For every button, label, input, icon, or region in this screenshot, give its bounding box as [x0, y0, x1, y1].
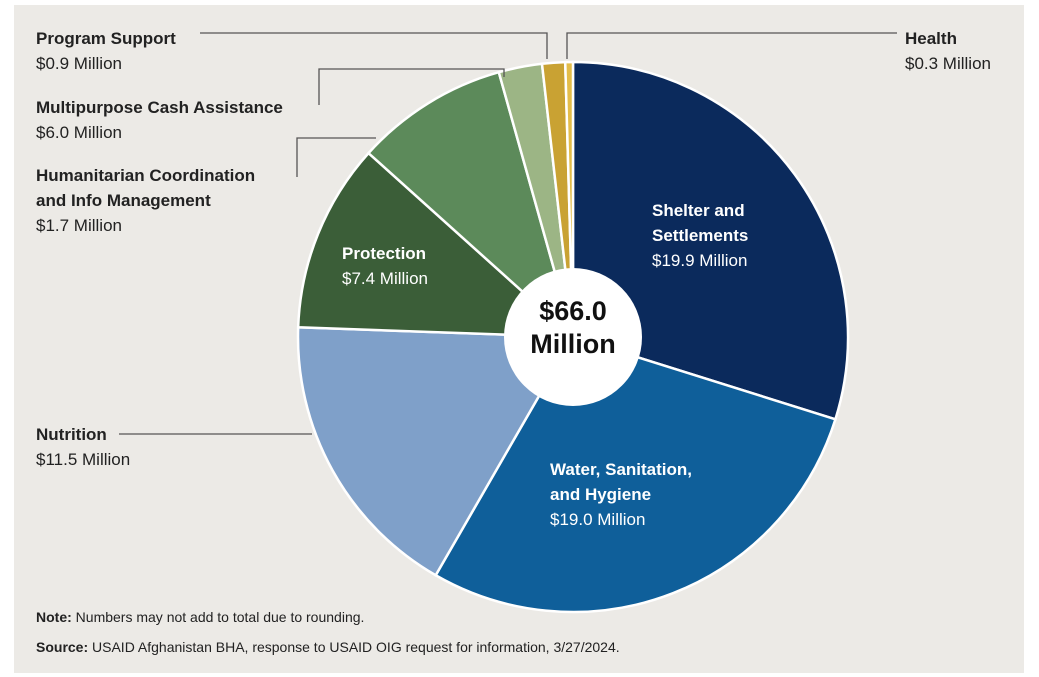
pie-chart — [119, 32, 897, 614]
label-shelter: Shelter and Settlements $19.9 Million — [652, 198, 748, 273]
label-shelter-name-line1: Shelter and — [652, 201, 745, 220]
label-health-name: Health — [905, 29, 957, 48]
leader-line-health — [566, 32, 897, 59]
center-total-label: $66.0 Million — [503, 295, 643, 361]
label-wash: Water, Sanitation, and Hygiene $19.0 Mil… — [550, 457, 692, 532]
label-wash-name-line1: Water, Sanitation, — [550, 460, 693, 479]
label-shelter-value: $19.9 Million — [652, 251, 748, 270]
label-multipurpose-cash-name: Multipurpose Cash Assistance — [36, 98, 283, 117]
pie-slice-shelter-and-settlements — [571, 60, 850, 421]
pie-slice-protection — [296, 151, 577, 339]
label-protection-value: $7.4 Million — [342, 269, 428, 288]
footnote-note-text: Numbers may not add to total due to roun… — [71, 609, 365, 625]
label-health-value: $0.3 Million — [905, 54, 991, 73]
label-nutrition-value: $11.5 Million — [36, 450, 131, 469]
leader-line-multipurpose-cash — [318, 68, 505, 105]
label-coordination-name-line1: Humanitarian Coordination — [36, 166, 256, 185]
label-coordination-value: $1.7 Million — [36, 216, 122, 235]
pie-slice-multipurpose-cash-assistance — [366, 70, 576, 341]
pie-slice-nutrition — [296, 325, 576, 577]
label-multipurpose-cash: Multipurpose Cash Assistance $6.0 Millio… — [36, 95, 283, 145]
center-total-unit: Million — [530, 329, 616, 359]
label-wash-value: $19.0 Million — [550, 510, 646, 529]
label-nutrition: Nutrition $11.5 Million — [36, 422, 130, 472]
pie-slice-water-sanitation-and-hygiene — [433, 335, 837, 614]
footnote-source: Source: USAID Afghanistan BHA, response … — [36, 639, 620, 655]
label-protection: Protection $7.4 Million — [342, 241, 428, 291]
footnote-source-text: USAID Afghanistan BHA, response to USAID… — [88, 639, 620, 655]
label-health: Health $0.3 Million — [905, 26, 991, 76]
label-program-support-value: $0.9 Million — [36, 54, 122, 73]
label-wash-name-line2: and Hygiene — [550, 485, 652, 504]
footnote-note-label: Note: — [36, 609, 72, 625]
label-shelter-name-line2: Settlements — [652, 226, 749, 245]
label-nutrition-name: Nutrition — [36, 425, 107, 444]
footnote-source-label: Source: — [36, 639, 89, 655]
center-hole — [504, 268, 642, 406]
chart-figure: $66.0 Million Program Support $0.9 Milli… — [14, 5, 1024, 673]
label-coordination: Humanitarian Coordination and Info Manag… — [36, 163, 255, 238]
leader-line-coordination — [296, 137, 376, 177]
label-multipurpose-cash-value: $6.0 Million — [36, 123, 122, 142]
label-program-support: Program Support $0.9 Million — [36, 26, 176, 76]
leader-line-program-support — [200, 32, 548, 59]
footnote-note: Note: Numbers may not add to total due t… — [36, 609, 364, 625]
label-coordination-name-line2: and Info Management — [36, 191, 211, 210]
label-program-support-name: Program Support — [36, 29, 176, 48]
label-protection-name: Protection — [342, 244, 427, 263]
center-total-value: $66.0 — [539, 296, 607, 326]
